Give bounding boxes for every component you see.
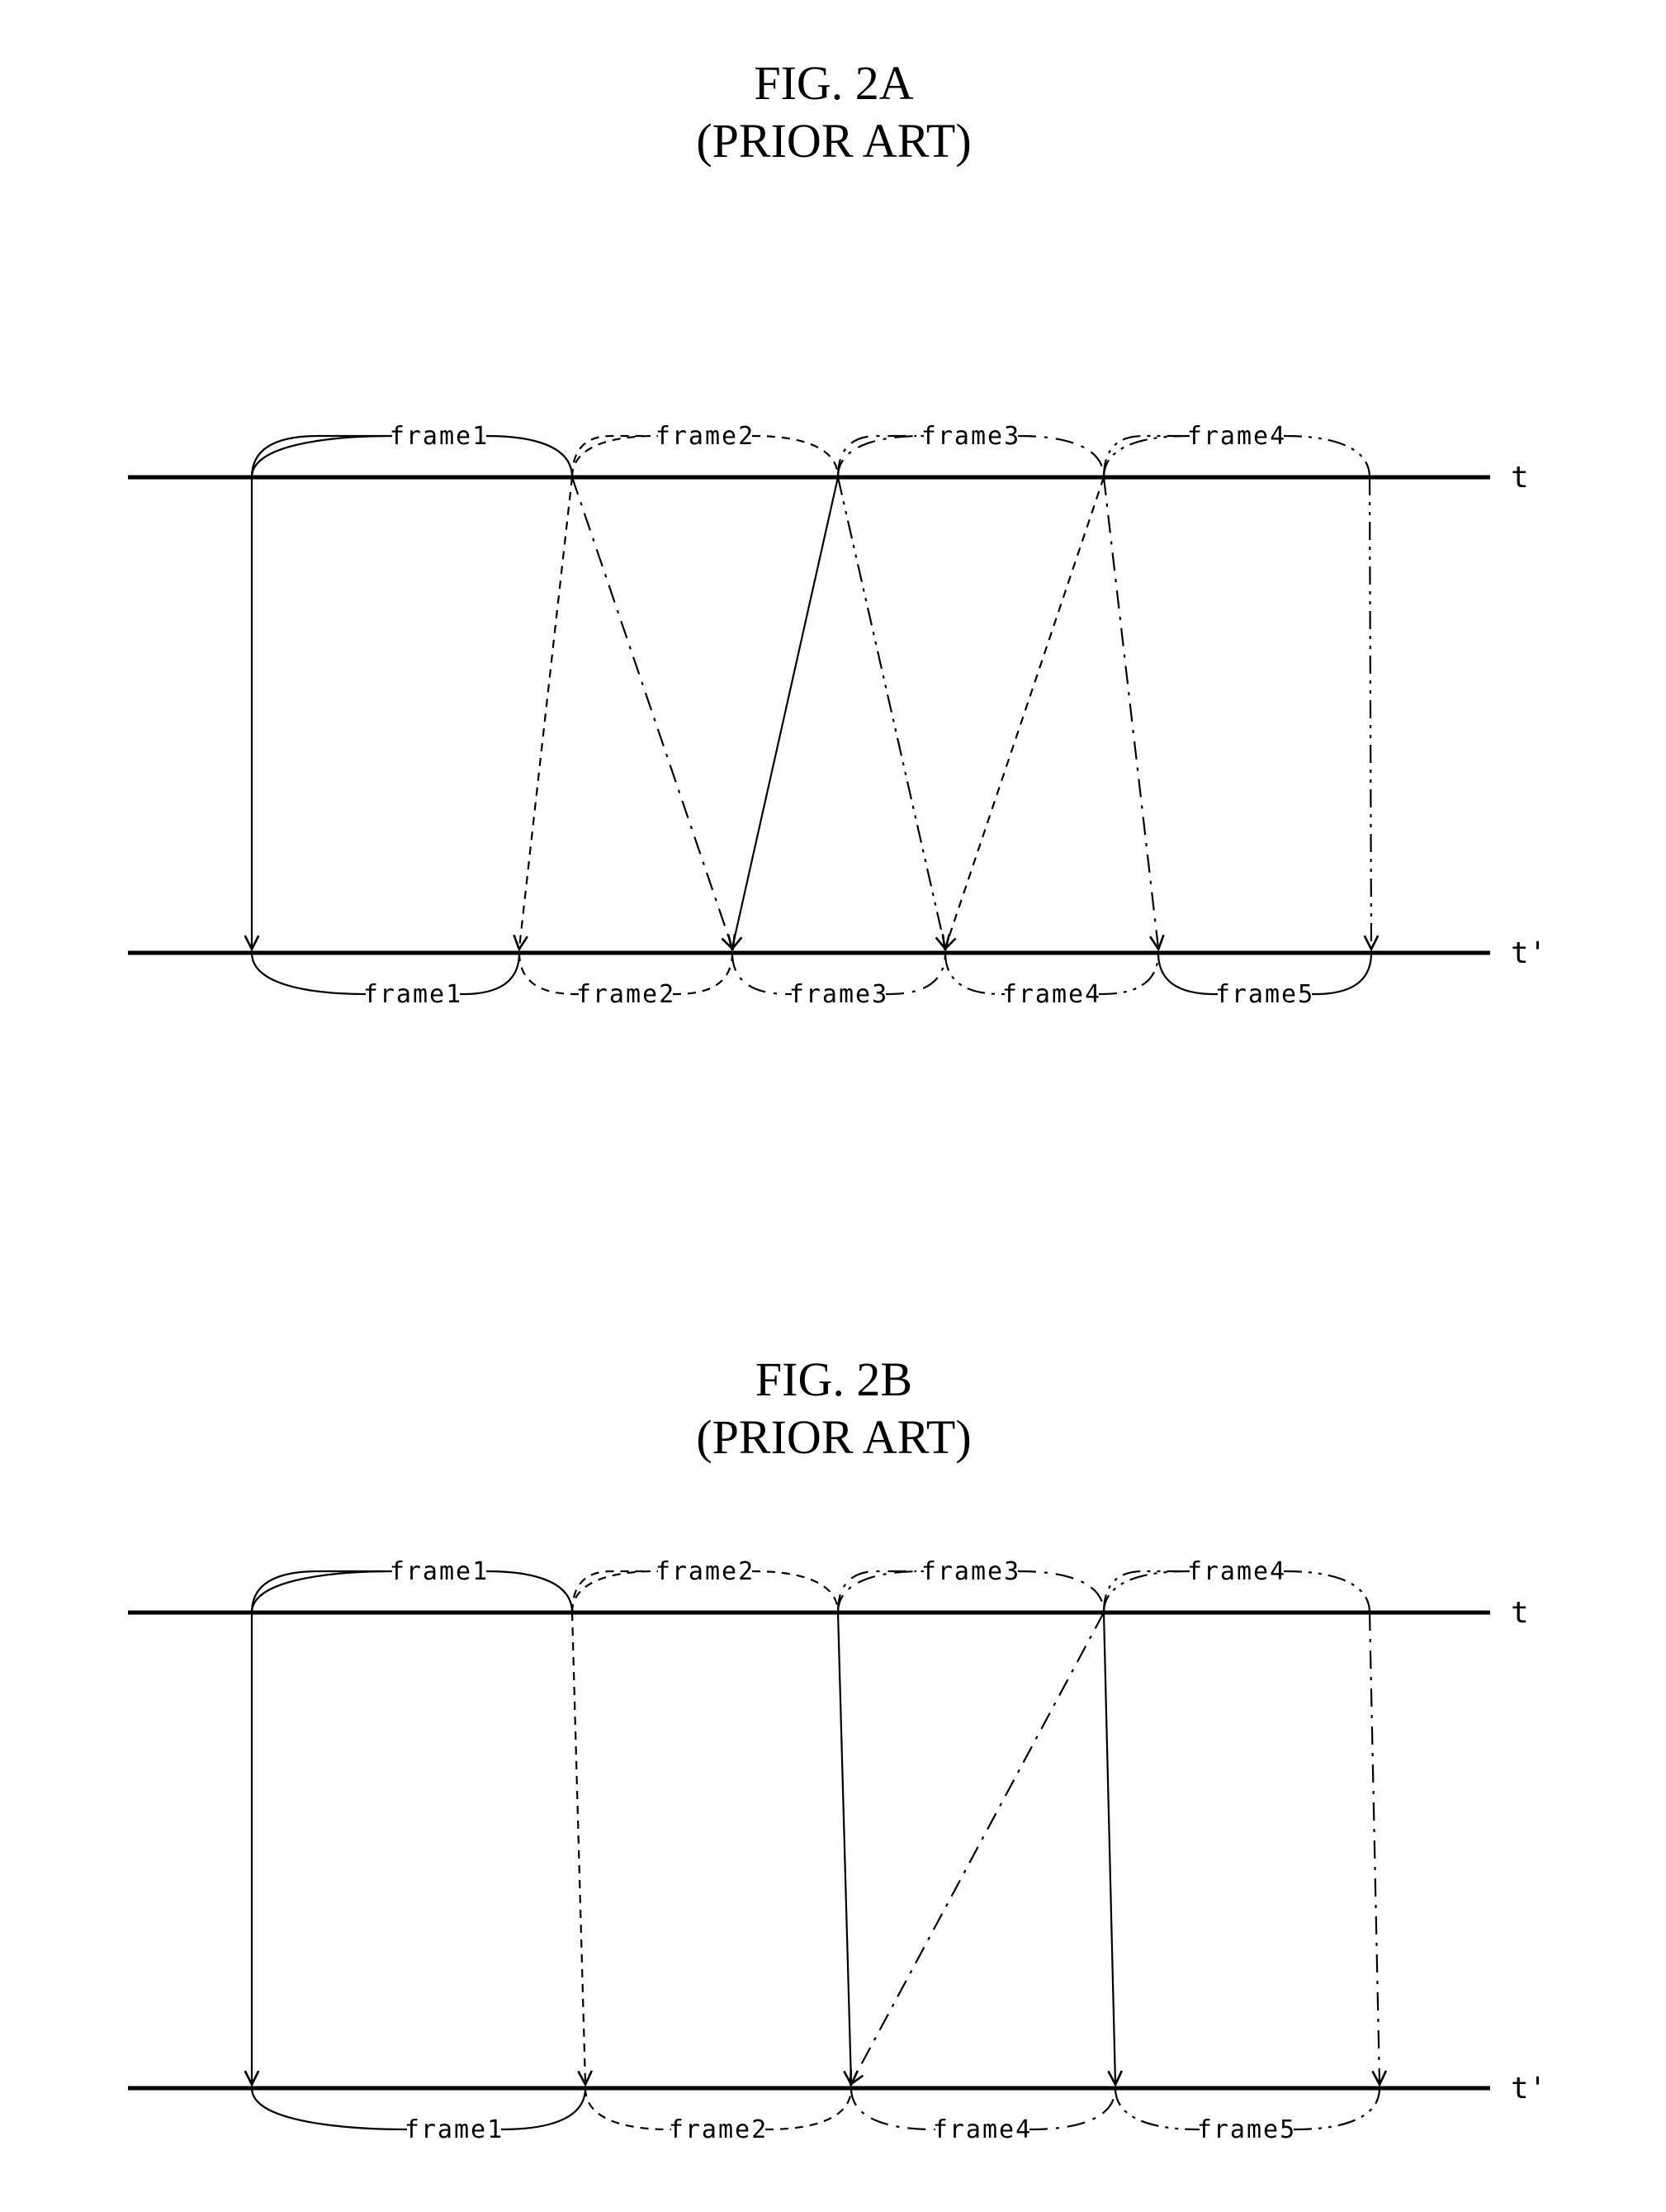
frame-bracket [486,1571,572,1613]
mapping-arrow [838,1613,851,2083]
frame-bracket [1104,1571,1190,1613]
frame-bracket [572,1571,658,1613]
frame-bracket [1099,953,1158,994]
frame-bracket [585,2088,671,2129]
frame-bracket [1284,436,1370,477]
figure-subtitle: (PRIOR ART) [696,1410,971,1464]
frame-label-top: frame3 [921,1557,1020,1586]
mapping-arrow [1370,477,1371,948]
figure-subtitle: (PRIOR ART) [696,114,971,168]
frame-bracket [673,953,732,994]
frame-label-top: frame2 [656,1557,755,1586]
mapping-arrow [572,477,732,948]
frame-label-bottom: frame2 [669,2115,768,2144]
frame-bracket [732,953,792,994]
axis-label-bottom: t' [1511,2072,1546,2105]
axis-label-bottom: t' [1511,936,1546,970]
frame-bracket [1018,1571,1104,1613]
frame-bracket [765,2088,851,2129]
frame-label-bottom: frame1 [405,2115,504,2144]
frame-label-top: frame4 [1187,1557,1286,1586]
frame-bracket [460,953,519,994]
mapping-arrow [838,477,945,948]
frame-bracket [252,436,392,477]
figure-title: FIG. 2A [754,56,913,110]
frame-label-bottom: frame1 [363,980,462,1009]
frame-bracket [501,2088,585,2129]
frame-label-top: frame1 [390,422,489,451]
mapping-arrow [1104,477,1158,948]
frame-bracket [886,953,945,994]
frame-arc-top [572,436,651,477]
frame-label-top: frame2 [656,422,755,451]
frame-arc-top [838,436,916,477]
frame-label-top: frame1 [390,1557,489,1586]
frame-bracket [945,953,1005,994]
frame-arc-top [252,1571,385,1613]
mapping-arrow [1104,1613,1115,2083]
mapping-arrow [519,477,572,948]
frame-bracket [1018,436,1104,477]
frame-label-bottom: frame5 [1215,980,1314,1009]
frame-label-top: frame3 [921,422,1020,451]
axis-label-top: t [1511,1596,1529,1630]
mapping-arrow [572,1613,585,2083]
frame-bracket [752,436,838,477]
frame-label-bottom: frame2 [576,980,675,1009]
frame-bracket [1104,436,1190,477]
frame-bracket [519,953,579,994]
frame-bracket [252,2088,407,2129]
axis-label-top: t [1511,461,1529,495]
frame-bracket [1158,953,1218,994]
mapping-arrow [732,477,838,948]
frame-bracket [1029,2088,1115,2129]
frame-label-bottom: frame3 [789,980,888,1009]
frame-arc-top [252,436,385,477]
frame-bracket [252,953,366,994]
frame-bracket [1284,1571,1370,1613]
diagram-svg: FIG. 2A(PRIOR ART)tt'frame1frame2frame3f… [0,0,1666,2212]
frame-arc-top [1104,1571,1182,1613]
mapping-arrow [945,477,1104,948]
frame-bracket [1294,2088,1380,2129]
frame-bracket [838,436,924,477]
frame-arc-top [1104,436,1182,477]
frame-label-top: frame4 [1187,422,1286,451]
frame-label-bottom: frame4 [1002,980,1101,1009]
frame-bracket [486,436,572,477]
frame-label-bottom: frame4 [933,2115,1032,2144]
frame-bracket [1312,953,1371,994]
figure-title: FIG. 2B [755,1352,912,1406]
frame-label-bottom: frame5 [1197,2115,1296,2144]
frame-bracket [752,1571,838,1613]
mapping-arrow [851,1613,1104,2083]
frame-bracket [851,2088,935,2129]
frame-bracket [838,1571,924,1613]
frame-arc-top [572,1571,651,1613]
frame-bracket [572,436,658,477]
frame-bracket [1115,2088,1200,2129]
frame-arc-top [838,1571,916,1613]
frame-bracket [252,1571,392,1613]
mapping-arrow [1370,1613,1380,2083]
